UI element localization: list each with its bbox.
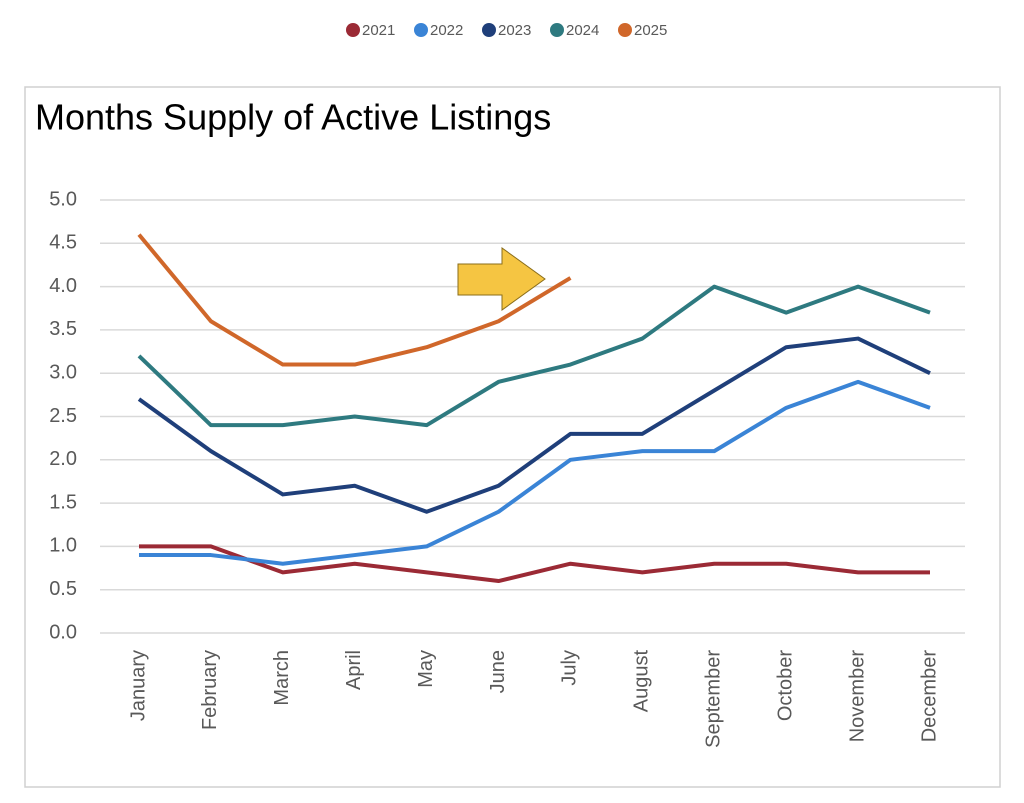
y-tick-label: 0.0 — [49, 621, 77, 643]
x-tick-label: December — [918, 650, 940, 743]
x-tick-label: May — [415, 650, 437, 688]
legend-marker — [618, 23, 632, 37]
line-series — [137, 284, 931, 428]
x-tick-label: July — [559, 650, 581, 686]
x-tick-label: August — [631, 650, 653, 713]
y-tick-label: 4.0 — [49, 275, 77, 297]
y-tick-label: 2.0 — [49, 448, 77, 470]
y-tick-label: 3.0 — [49, 361, 77, 383]
legend-label: 2022 — [430, 22, 463, 39]
plot — [137, 233, 931, 584]
legend-label: 2024 — [566, 22, 599, 39]
legend-label: 2023 — [498, 22, 531, 39]
legend-marker — [414, 23, 428, 37]
x-tick-label: February — [199, 650, 221, 730]
arrow-annotation — [457, 247, 546, 311]
chart-title: Months Supply of Active Listings — [35, 97, 551, 138]
line-series — [139, 379, 931, 566]
line-series — [137, 233, 572, 367]
x-tick-label: March — [271, 650, 293, 706]
y-tick-label: 4.5 — [49, 232, 77, 254]
legend-marker — [550, 23, 564, 37]
legend-label: 2021 — [362, 22, 395, 39]
chart-border — [24, 86, 1001, 788]
x-tick-label: October — [774, 650, 796, 721]
legend-marker — [346, 23, 360, 37]
x-tick-label: September — [703, 650, 725, 748]
y-tick-label: 5.0 — [49, 188, 77, 210]
x-tick-label: November — [846, 650, 868, 743]
line-series — [139, 544, 930, 584]
y-tick-label: 0.5 — [49, 578, 77, 600]
y-tick-label: 1.5 — [49, 491, 77, 513]
y-tick-label: 2.5 — [49, 405, 77, 427]
line-series — [137, 336, 931, 514]
x-tick-label: April — [343, 650, 365, 690]
x-tick-label: June — [487, 650, 509, 693]
y-tick-label: 3.5 — [49, 318, 77, 340]
legend-marker — [482, 23, 496, 37]
x-tick-label: January — [127, 650, 149, 721]
y-tick-label: 1.0 — [49, 535, 77, 557]
legend-label: 2025 — [634, 22, 667, 39]
